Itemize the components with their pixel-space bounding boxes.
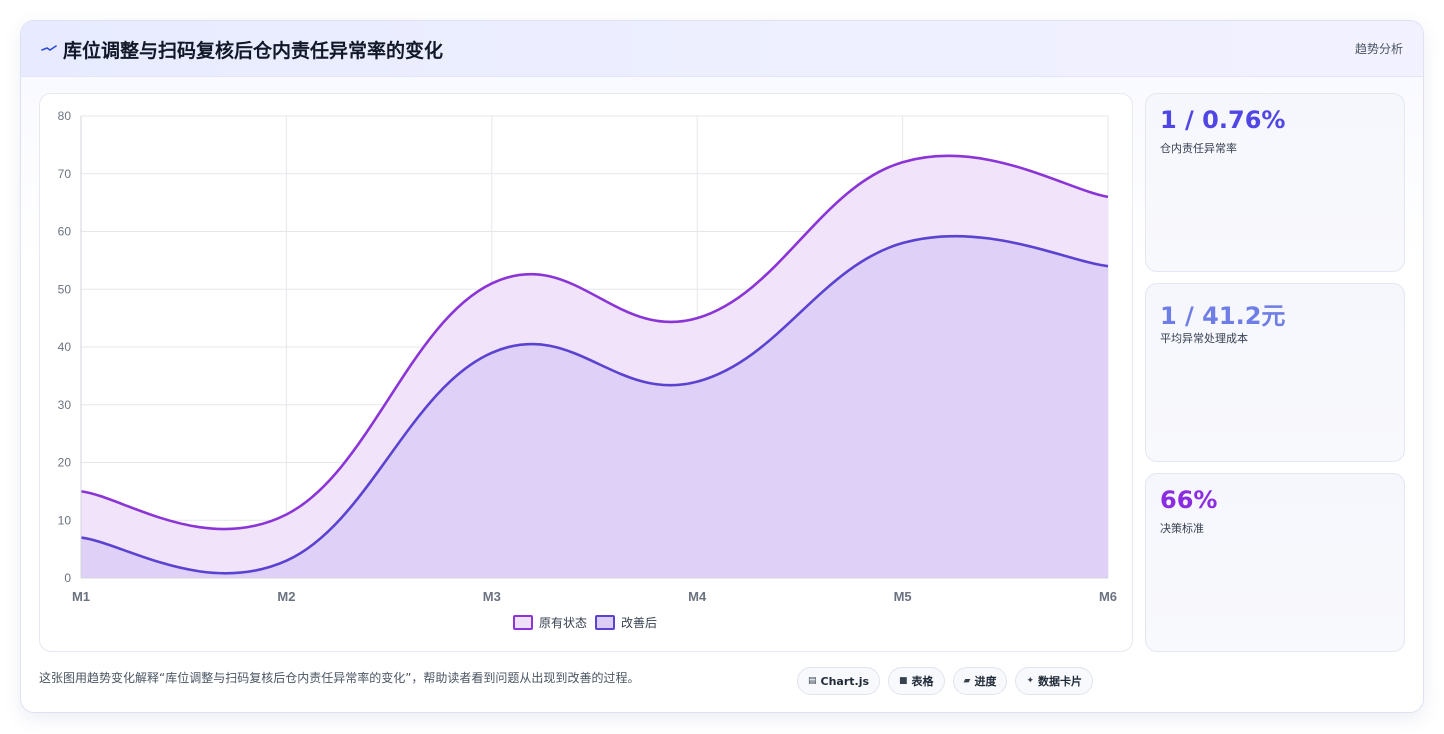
x-tick-label: M6 [1099, 589, 1117, 604]
stat-card-decision-standard: 66% 决策标准 [1145, 473, 1405, 652]
stat-card-handling-cost: 1 / 41.2元 平均异常处理成本 [1145, 283, 1405, 462]
y-tick-label: 70 [58, 167, 72, 181]
chip-progress[interactable]: ▰ 进度 [952, 667, 1008, 695]
y-tick-label: 10 [58, 513, 72, 527]
x-tick-label: M5 [894, 589, 912, 604]
x-tick-label: M2 [277, 589, 295, 604]
stat-card-exception-rate: 1 / 0.76% 仓内责任异常率 [1145, 93, 1405, 272]
dashboard-card: 库位调整与扫码复核后仓内责任异常率的变化 趋势分析 0 10 20 30 40 50 60 7… [20, 20, 1424, 713]
stat-label: 平均异常处理成本 [1160, 332, 1248, 345]
card-icon: ✦ [1026, 676, 1035, 686]
x-tick-label: M3 [483, 589, 501, 604]
chip-label: 表格 [911, 675, 934, 688]
chip-label: 进度 [974, 675, 997, 688]
feature-chips: ▤ Chart.js ■ 表格 ▰ 进度 ✦ 数据卡片 [797, 667, 1094, 695]
card-header: 库位调整与扫码复核后仓内责任异常率的变化 趋势分析 [21, 21, 1423, 77]
page-title: 库位调整与扫码复核后仓内责任异常率的变化 [63, 40, 444, 62]
legend-label: 改善后 [621, 615, 657, 630]
area-chart: 0 10 20 30 40 50 60 70 80 M1 M2 M3 M4 M5 M6 原有状态 改善后 [58, 109, 1117, 630]
series-line-original [80, 154, 1109, 531]
y-tick-label: 80 [58, 109, 72, 123]
y-tick-label: 60 [58, 225, 72, 239]
y-tick-label: 0 [64, 571, 71, 585]
chart-description: 这张图用趋势变化解释“库位调整与扫码复核后仓内责任异常率的变化”，帮助读者看到问… [39, 671, 640, 685]
stat-value: 1 / 0.76% [1160, 106, 1286, 134]
chart-panel: 0 10 20 30 40 50 60 70 80 M1 M2 M3 M4 M5 M6 原有状态 改善后 [39, 93, 1133, 652]
stat-value: 66% [1160, 486, 1218, 514]
y-tick-label: 30 [58, 398, 72, 412]
category-tag: 趋势分析 [1354, 42, 1403, 56]
series-area-improved [81, 236, 1108, 578]
y-tick-label: 20 [58, 456, 72, 470]
y-tick-label: 50 [58, 282, 72, 296]
table-icon: ■ [899, 676, 908, 686]
chip-chartjs[interactable]: ▤ Chart.js [797, 667, 881, 695]
chip-data-card[interactable]: ✦ 数据卡片 [1015, 667, 1094, 695]
legend-swatch [513, 615, 533, 630]
legend-label: 原有状态 [539, 616, 587, 630]
series-line-improved [80, 234, 1109, 575]
chip-label: 数据卡片 [1038, 675, 1083, 688]
x-tick-label: M1 [72, 589, 90, 604]
progress-icon: ▰ [963, 676, 971, 686]
chip-label: Chart.js [820, 674, 870, 688]
legend-swatch [595, 615, 615, 630]
x-tick-label: M4 [688, 589, 707, 604]
chip-table[interactable]: ■ 表格 [888, 667, 945, 695]
chart-icon: ▤ [808, 676, 817, 686]
y-tick-label: 40 [58, 340, 72, 354]
stat-label: 仓内责任异常率 [1160, 142, 1237, 155]
stat-value: 1 / 41.2元 [1160, 302, 1286, 330]
stat-label: 决策标准 [1160, 522, 1204, 535]
trend-line-icon [41, 45, 57, 51]
